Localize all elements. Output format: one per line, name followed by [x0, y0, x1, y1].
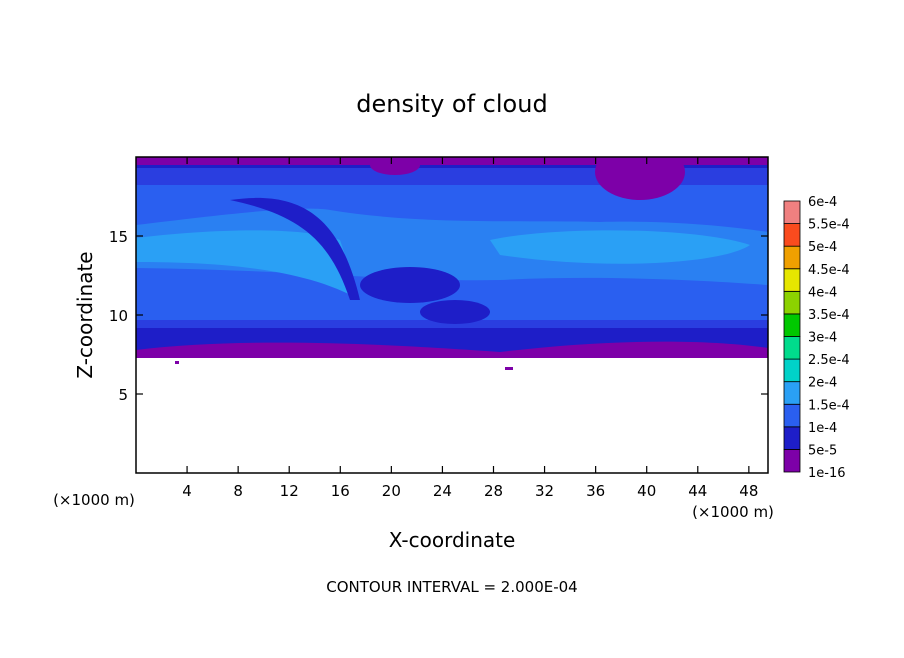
- x-tick-label: 44: [688, 482, 707, 500]
- colorbar-label: 5.5e-4: [808, 218, 850, 233]
- x-tick-label: 8: [233, 482, 243, 500]
- colorbar-swatch: [783, 313, 801, 337]
- colorbar-swatch: [783, 336, 801, 360]
- x-tick-label: 4: [182, 482, 192, 500]
- colorbar-label: 2e-4: [808, 376, 837, 391]
- x-tick-label: 40: [637, 482, 656, 500]
- y-tick-label: 15: [109, 228, 128, 246]
- colorbar-swatch: [783, 223, 801, 247]
- contour-interval: CONTOUR INTERVAL = 2.000E-04: [326, 578, 577, 596]
- x-tick-label: 24: [433, 482, 452, 500]
- colorbar-swatch: [783, 200, 801, 224]
- colorbar-label: 2.5e-4: [808, 353, 850, 368]
- chart-title: density of cloud: [356, 90, 547, 118]
- colorbar-label: 6e-4: [808, 195, 837, 210]
- colorbar-label: 4e-4: [808, 285, 837, 300]
- colorbar-swatch: [783, 381, 801, 405]
- contour-field: [136, 157, 768, 473]
- x-tick-label: 36: [586, 482, 605, 500]
- x-axis-label: X-coordinate: [389, 528, 516, 552]
- colorbar-label: 1e-16: [808, 466, 846, 481]
- colorbar-swatch: [783, 449, 801, 473]
- colorbar-swatch: [783, 403, 801, 428]
- y-tick-label: 5: [118, 386, 128, 404]
- colorbar-swatch: [783, 426, 801, 450]
- colorbar-label: 3.5e-4: [808, 308, 850, 323]
- x-tick-label: 20: [382, 482, 401, 500]
- colorbar-swatch: [783, 268, 801, 292]
- colorbar-label: 5e-5: [808, 443, 837, 458]
- colorbar-swatch: [783, 290, 801, 315]
- y-tick-label: 10: [109, 307, 128, 325]
- x-tick-label: 32: [535, 482, 554, 500]
- colorbar-swatch: [783, 358, 801, 383]
- x-unit: (×1000 m): [692, 503, 774, 521]
- colorbar-swatch: [783, 245, 801, 270]
- colorbar-label: 3e-4: [808, 331, 837, 346]
- y-axis-label: Z-coordinate: [73, 251, 97, 378]
- y-unit: (×1000 m): [53, 491, 135, 509]
- colorbar-label: 1.5e-4: [808, 398, 850, 413]
- x-tick-label: 48: [739, 482, 758, 500]
- colorbar-label: 1e-4: [808, 421, 837, 436]
- x-tick-label: 12: [280, 482, 299, 500]
- colorbar-label: 5e-4: [808, 240, 837, 255]
- x-tick-label: 28: [484, 482, 503, 500]
- colorbar-label: 4.5e-4: [808, 263, 850, 278]
- x-tick-label: 16: [331, 482, 350, 500]
